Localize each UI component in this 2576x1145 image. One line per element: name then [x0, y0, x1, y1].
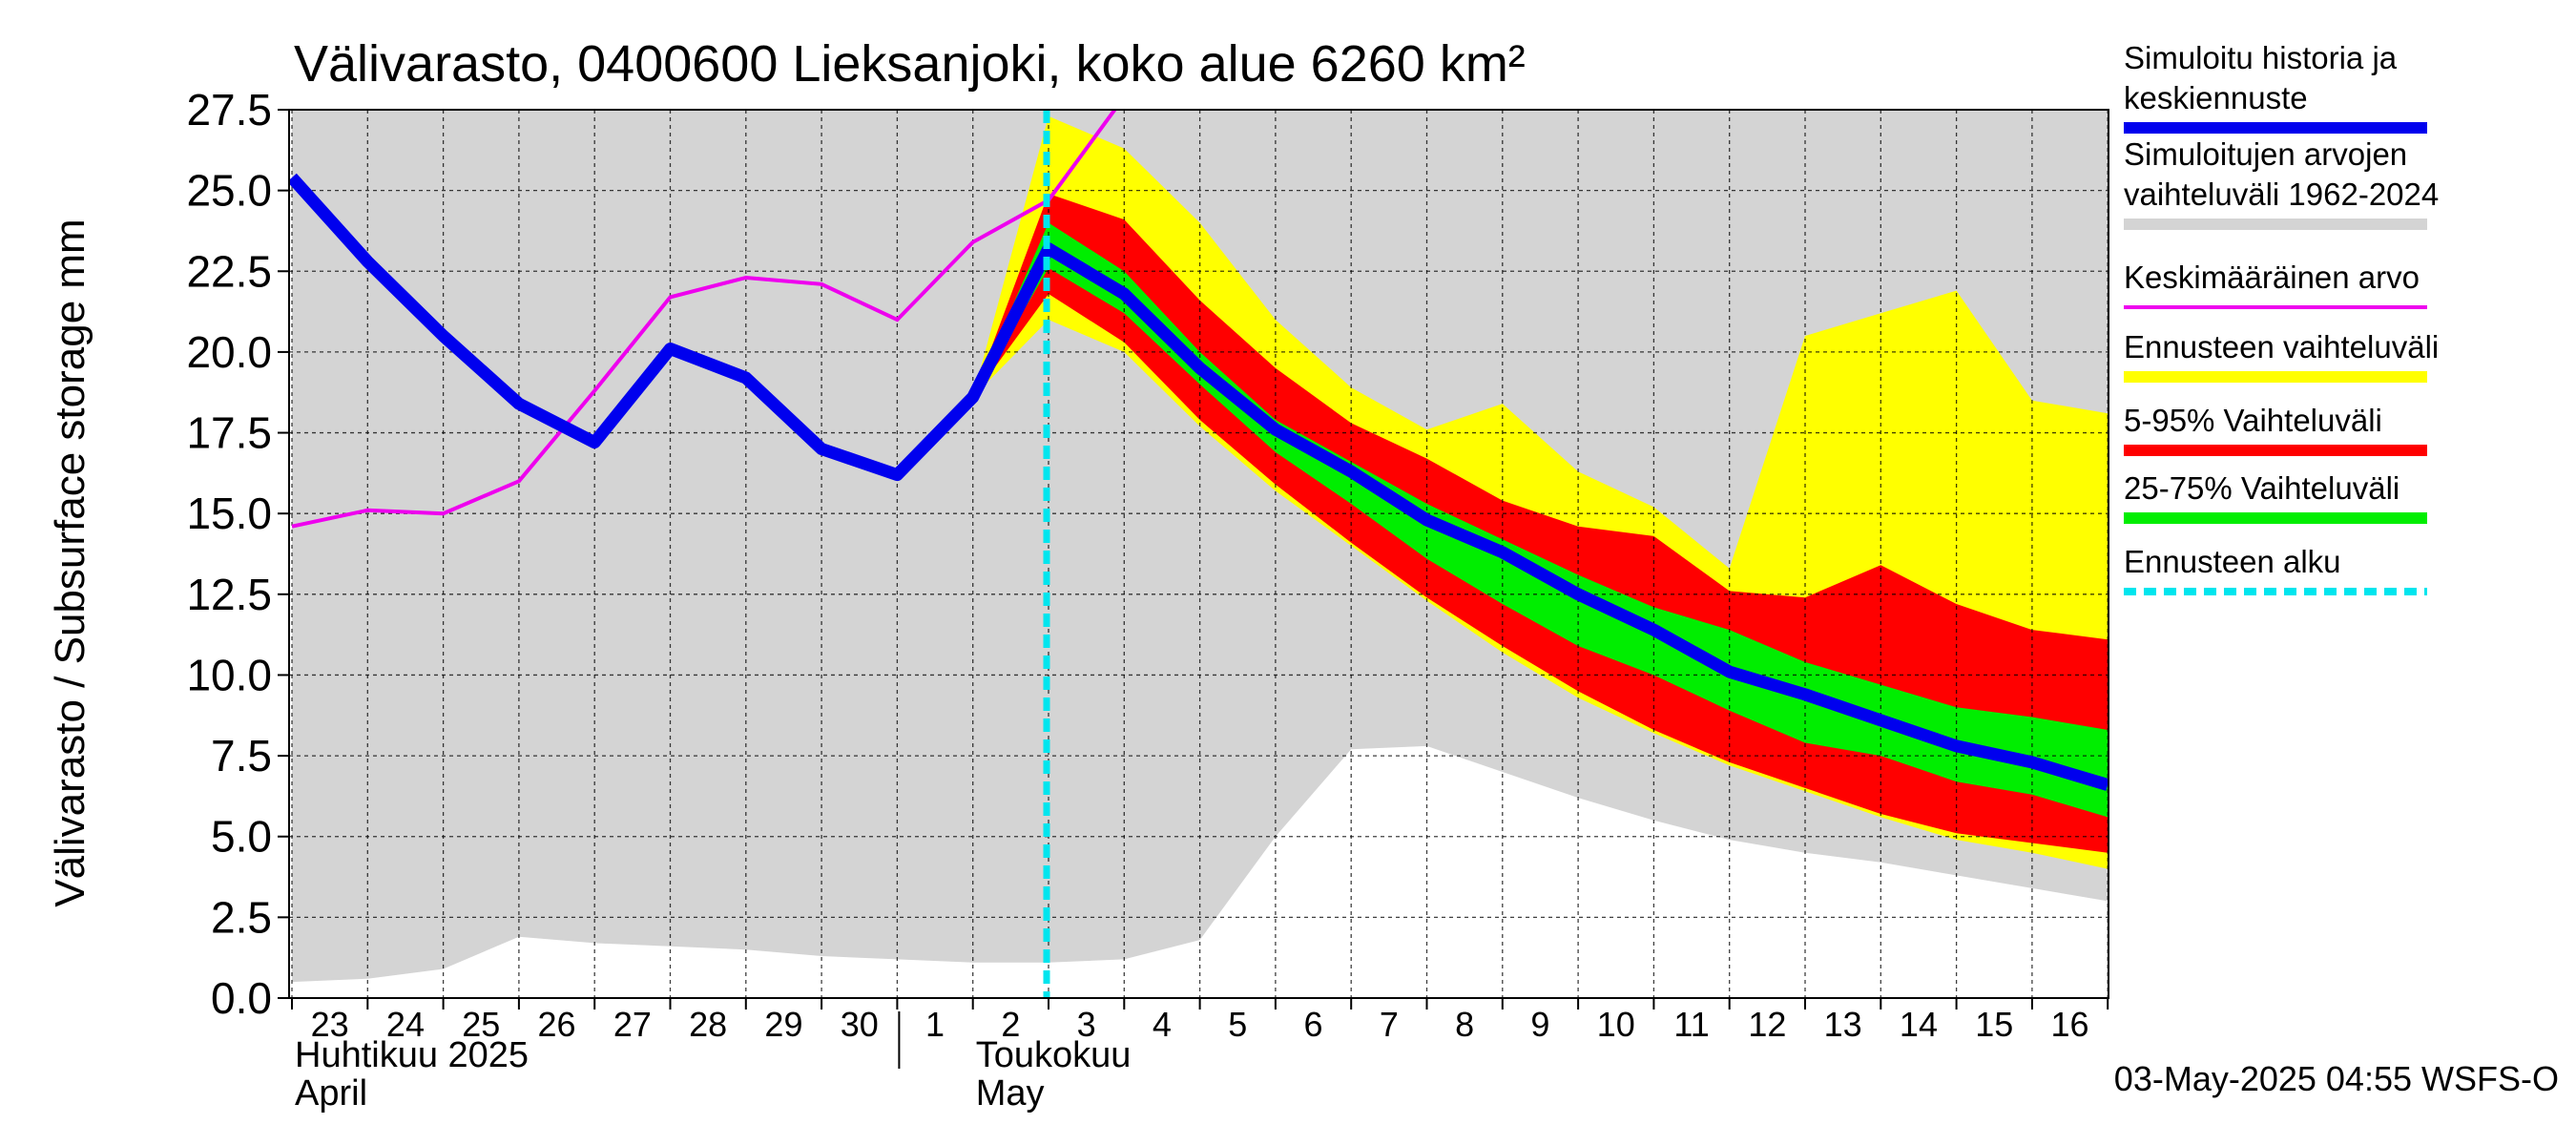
x-tick-label: 10: [1597, 1005, 1635, 1044]
x-tick-label: 14: [1900, 1005, 1938, 1044]
footer-timestamp: 03-May-2025 04:55 WSFS-O: [2114, 1059, 2559, 1098]
legend-label: Keskimääräinen arvo: [2124, 260, 2420, 295]
x-tick-label: 30: [841, 1005, 879, 1044]
x-tick-label: 5: [1228, 1005, 1247, 1044]
legend-label: Ennusteen vaihteluväli: [2124, 329, 2439, 364]
x-tick-label: 27: [613, 1005, 652, 1044]
x-tick-label: 16: [2051, 1005, 2089, 1044]
x-tick-label: 2: [1001, 1005, 1020, 1044]
x-tick-label: 24: [386, 1005, 425, 1044]
x-tick-label: 3: [1077, 1005, 1096, 1044]
x-tick-label: 8: [1455, 1005, 1474, 1044]
chart-title: Välivarasto, 0400600 Lieksanjoki, koko a…: [294, 35, 1526, 93]
y-tick-label: 12.5: [186, 570, 272, 619]
x-axis: 23 24 25 26 27 28 29 30 1 2 3 4 5 6 7 8 9 10 11 12 13 14 15 16H…: [291, 998, 2109, 1114]
x-tick-label: 1: [925, 1005, 945, 1044]
plot-area: [288, 109, 2109, 999]
lines: [289, 110, 2109, 998]
x-tick-label: 7: [1380, 1005, 1399, 1044]
y-tick-label: 22.5: [186, 246, 272, 296]
month-label-en: April: [295, 1073, 367, 1114]
y-tick-label: 0.0: [211, 973, 272, 1023]
y-tick-label: 10.0: [186, 650, 272, 699]
month-label-en: May: [976, 1073, 1045, 1114]
legend-label: keskiennuste: [2124, 80, 2308, 115]
x-tick-label: 28: [689, 1005, 727, 1044]
x-tick-label: 26: [538, 1005, 576, 1044]
y-axis-label: Välivarasto / Subsurface storage mm: [47, 219, 93, 906]
median-line: [289, 173, 2109, 791]
plot-frame: [288, 109, 2109, 999]
legend-label: Simuloitujen arvojen: [2124, 136, 2407, 172]
x-tick-label: 11: [1673, 1005, 1709, 1044]
y-tick-label: 20.0: [186, 327, 272, 377]
legend-label: Simuloitu historia ja: [2124, 40, 2398, 75]
legend-label: 25-75% Vaihteluväli: [2124, 470, 2399, 506]
legend-label: vaihteluväli 1962-2024: [2124, 177, 2439, 212]
x-tick-label: 9: [1530, 1005, 1549, 1044]
x-tick-label: 12: [1748, 1005, 1786, 1044]
x-tick-label: 15: [1975, 1005, 2013, 1044]
x-tick-label: 13: [1824, 1005, 1862, 1044]
y-tick-label: 27.5: [186, 85, 272, 135]
x-tick-label: 4: [1153, 1005, 1172, 1044]
y-axis: 0.0 2.5 5.0 7.5 10.0 12.5 15.0 17.5 20.0 22.5 25.0…: [186, 85, 289, 1023]
p25-75-band: [972, 222, 2109, 818]
x-tick-label: 6: [1304, 1005, 1323, 1044]
x-tick-label: 29: [764, 1005, 802, 1044]
average-line: [291, 110, 1117, 529]
month-label: Toukokuu: [976, 1035, 1132, 1075]
legend-label: 5-95% Vaihteluväli: [2124, 403, 2382, 438]
x-tick-label: 23: [311, 1005, 349, 1044]
y-tick-label: 7.5: [211, 731, 272, 781]
x-tick-label: 25: [462, 1005, 500, 1044]
legend-label: Ennusteen alku: [2124, 544, 2341, 579]
y-tick-label: 15.0: [186, 489, 272, 538]
y-tick-label: 25.0: [186, 166, 272, 216]
legend: Simuloitu historia ja keskiennuste Simuloi…: [2124, 40, 2439, 595]
y-tick-label: 17.5: [186, 408, 272, 458]
y-tick-label: 2.5: [211, 892, 272, 942]
y-tick-label: 5.0: [211, 812, 272, 862]
month-label: Huhtikuu 2025: [295, 1035, 529, 1075]
